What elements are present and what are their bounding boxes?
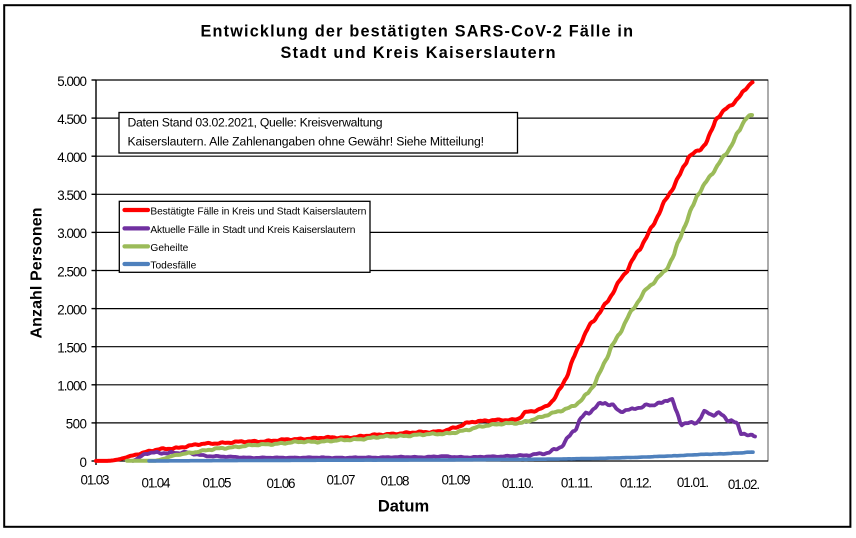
svg-text:1.500: 1.500 (57, 341, 87, 356)
svg-text:Kaiserslautern. Alle Zahlenang: Kaiserslautern. Alle Zahlenangaben ohne … (128, 134, 485, 148)
svg-text:2.000: 2.000 (57, 302, 87, 317)
svg-text:Datum: Datum (378, 498, 429, 516)
svg-text:4.000: 4.000 (57, 150, 87, 165)
svg-text:01.12.: 01.12. (620, 476, 652, 491)
svg-text:3.500: 3.500 (57, 188, 87, 203)
svg-text:01.01.: 01.01. (677, 475, 709, 490)
svg-text:01.05: 01.05 (203, 476, 232, 491)
svg-text:01.04: 01.04 (142, 476, 172, 491)
svg-text:01.08: 01.08 (381, 474, 410, 489)
svg-text:500: 500 (66, 417, 87, 432)
svg-text:Anzahl Personen: Anzahl Personen (29, 208, 46, 339)
svg-text:5.000: 5.000 (57, 74, 87, 89)
svg-text:01.09: 01.09 (442, 473, 471, 488)
svg-text:01.07: 01.07 (327, 473, 356, 488)
svg-text:0: 0 (80, 455, 87, 470)
svg-text:Entwicklung der bestätigten SA: Entwicklung der bestätigten SARS-CoV-2 F… (201, 23, 634, 41)
svg-text:01.03: 01.03 (81, 472, 110, 487)
svg-text:Bestätigte Fälle in Kreis und: Bestätigte Fälle in Kreis und Stadt Kais… (150, 207, 366, 218)
svg-text:3.000: 3.000 (57, 226, 87, 241)
svg-text:2.500: 2.500 (57, 264, 87, 279)
svg-text:01.10.: 01.10. (502, 476, 534, 491)
svg-text:01.11.: 01.11. (561, 476, 593, 491)
svg-text:01.06: 01.06 (267, 476, 296, 491)
svg-text:Aktuelle Fälle in Stadt und Kr: Aktuelle Fälle in Stadt und Kreis Kaiser… (150, 225, 355, 236)
svg-text:4.500: 4.500 (57, 112, 87, 127)
svg-text:Stadt und Kreis Kaiserslautern: Stadt und Kreis Kaiserslautern (281, 44, 556, 62)
svg-text:Daten Stand 03.02.2021, Quelle: Daten Stand 03.02.2021, Quelle: Kreisver… (128, 115, 383, 129)
svg-text:1.000: 1.000 (57, 379, 87, 394)
svg-text:Geheilte: Geheilte (150, 243, 188, 254)
svg-text:01.02.: 01.02. (728, 477, 760, 492)
svg-text:Todesfälle: Todesfälle (150, 261, 196, 272)
